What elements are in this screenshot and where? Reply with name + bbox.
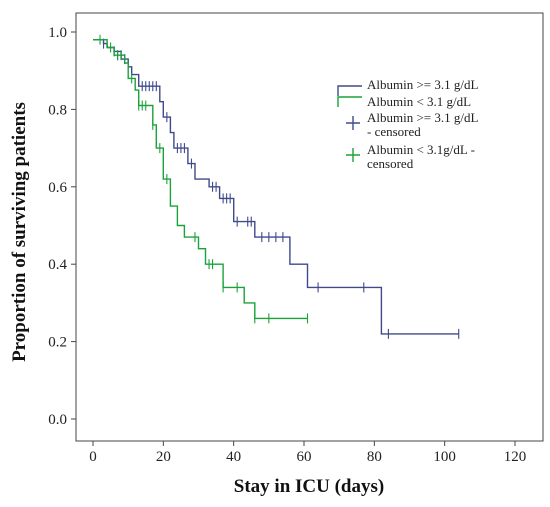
x-tick-label: 0 <box>89 449 97 465</box>
y-axis-title: Proportion of surviving patients <box>9 102 30 362</box>
legend-entry-2: Albumin < 3.1 g/dL <box>337 94 471 109</box>
y-tick-label: 0.2 <box>48 335 67 351</box>
axes: 0 20 40 60 80 100 120 0.0 0.2 0.4 0.6 0.8 1.0 <box>48 25 526 465</box>
series-layer <box>93 34 460 339</box>
legend-entry-4: Albumin < 3.1g/dL - censored <box>346 142 475 171</box>
x-tick-label: 100 <box>433 449 456 465</box>
series-2 <box>93 34 309 324</box>
legend-step-symbol-1 <box>337 85 362 96</box>
x-tick-label: 20 <box>156 449 171 465</box>
legend: Albumin >= 3.1 g/dL Albumin < 3.1 g/dL A… <box>337 77 478 171</box>
plot-frame <box>75 12 544 442</box>
legend-label-4b: censored <box>367 156 414 171</box>
x-tick-label: 120 <box>504 449 527 465</box>
y-tick-label: 0.4 <box>48 257 67 273</box>
legend-plus-symbol-4 <box>346 148 360 162</box>
legend-label-2: Albumin < 3.1 g/dL <box>367 94 471 109</box>
legend-step-symbol-2 <box>337 96 362 107</box>
x-tick-label: 40 <box>226 449 241 465</box>
legend-plus-symbol-3 <box>346 116 360 130</box>
legend-entry-1: Albumin >= 3.1 g/dL <box>337 77 478 96</box>
y-tick-label: 1.0 <box>48 25 67 41</box>
legend-label-1: Albumin >= 3.1 g/dL <box>367 77 478 92</box>
x-axis-title: Stay in ICU (days) <box>234 476 384 497</box>
x-tick-label: 60 <box>297 449 312 465</box>
legend-label-4: Albumin < 3.1g/dL - <box>367 142 475 157</box>
legend-label-3b: - censored <box>367 124 421 139</box>
y-tick-label: 0.0 <box>48 412 67 428</box>
legend-label-3: Albumin >= 3.1 g/dL <box>367 110 478 125</box>
series-line-1 <box>93 39 459 335</box>
legend-entry-3: Albumin >= 3.1 g/dL - censored <box>346 110 478 139</box>
y-tick-label: 0.6 <box>48 180 67 196</box>
y-tick-label: 0.8 <box>48 102 67 118</box>
series-line-2 <box>93 39 308 320</box>
x-tick-label: 80 <box>367 449 382 465</box>
